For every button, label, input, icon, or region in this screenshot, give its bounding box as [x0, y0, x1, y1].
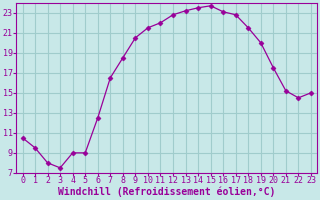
X-axis label: Windchill (Refroidissement éolien,°C): Windchill (Refroidissement éolien,°C) [58, 187, 276, 197]
